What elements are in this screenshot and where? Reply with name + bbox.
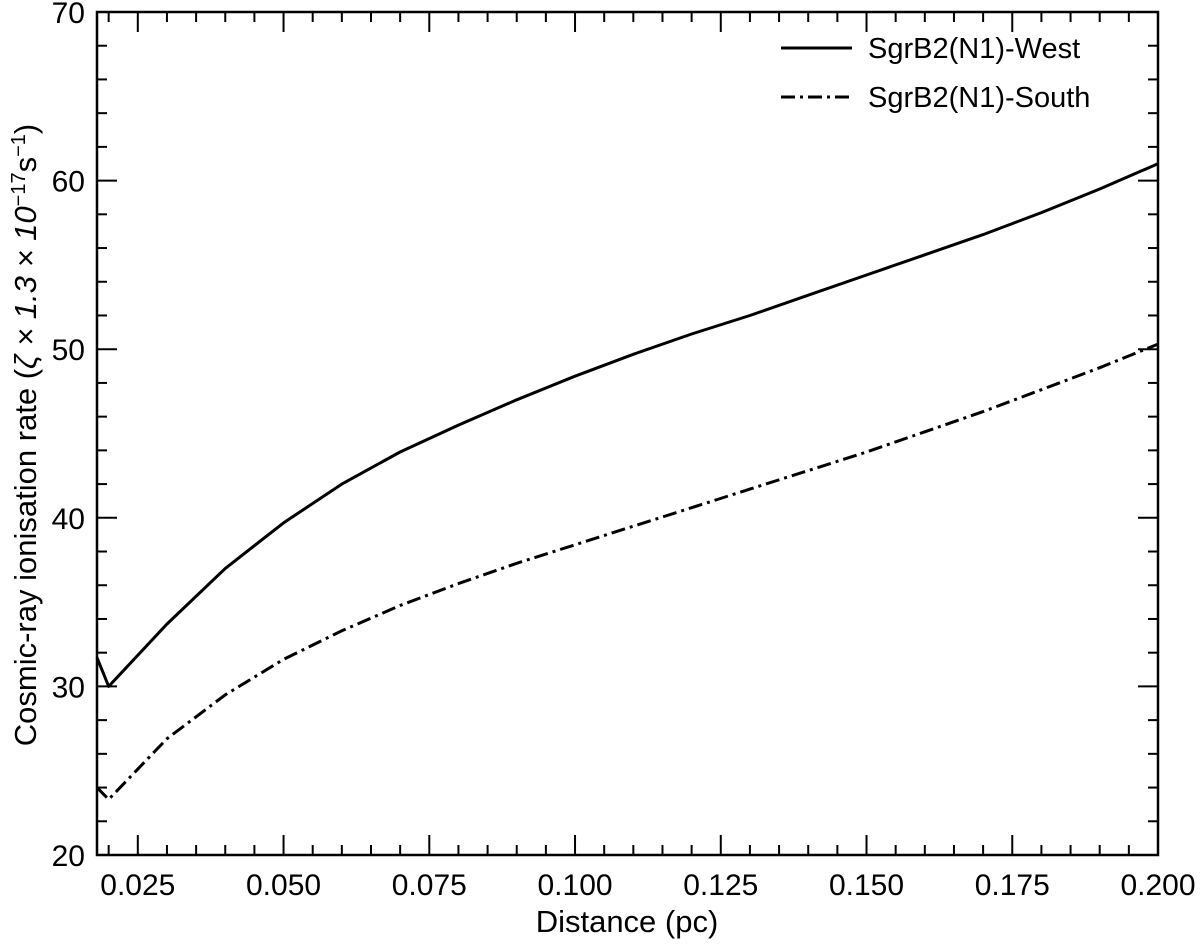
y-axis-title-main: Cosmic-ray ionisation rate ( xyxy=(8,368,43,746)
x-axis-title: Distance (pc) xyxy=(536,904,719,939)
y-axis-title: Cosmic-ray ionisation rate (ζ × 1.3 × 10… xyxy=(8,124,43,746)
y-tick-label: 70 xyxy=(52,0,85,30)
y-tick-label: 60 xyxy=(52,166,85,199)
x-tick-label: 0.050 xyxy=(246,869,321,902)
legend-label-south: SgrB2(N1)-South xyxy=(868,82,1090,114)
x-tick-label: 0.075 xyxy=(392,869,467,902)
tick-labels: 0.025 0.050 0.075 0.100 0.125 0.150 0.175 0.200… xyxy=(52,0,1196,902)
axis-ticks xyxy=(97,11,1159,856)
x-tick-label: 0.025 xyxy=(100,869,175,902)
y-tick-label: 40 xyxy=(52,503,85,536)
y-axis-title-zeta: ζ × 1.3 × 10 xyxy=(8,206,43,369)
plot-lines xyxy=(95,162,1159,801)
plot-frame xyxy=(95,10,1160,857)
series-line-south xyxy=(95,342,1159,801)
y-tick-label: 50 xyxy=(52,334,85,367)
y-tick-label: 30 xyxy=(52,671,85,704)
y-tick-label: 20 xyxy=(52,840,85,873)
y-axis-title-exp1: −17 xyxy=(8,172,30,206)
x-tick-label: 0.125 xyxy=(683,869,758,902)
x-tick-label: 0.175 xyxy=(975,869,1050,902)
series-line-west xyxy=(95,162,1159,688)
x-tick-label: 0.100 xyxy=(537,869,612,902)
y-axis-title-exp2: −1 xyxy=(8,134,30,157)
x-tick-label: 0.200 xyxy=(1120,869,1195,902)
legend-label-west: SgrB2(N1)-West xyxy=(868,33,1080,65)
y-axis-title-close: ) xyxy=(8,124,43,134)
y-axis-title-unit: s xyxy=(8,157,43,173)
x-tick-label: 0.150 xyxy=(829,869,904,902)
legend: SgrB2(N1)-West SgrB2(N1)-South xyxy=(781,33,1090,114)
